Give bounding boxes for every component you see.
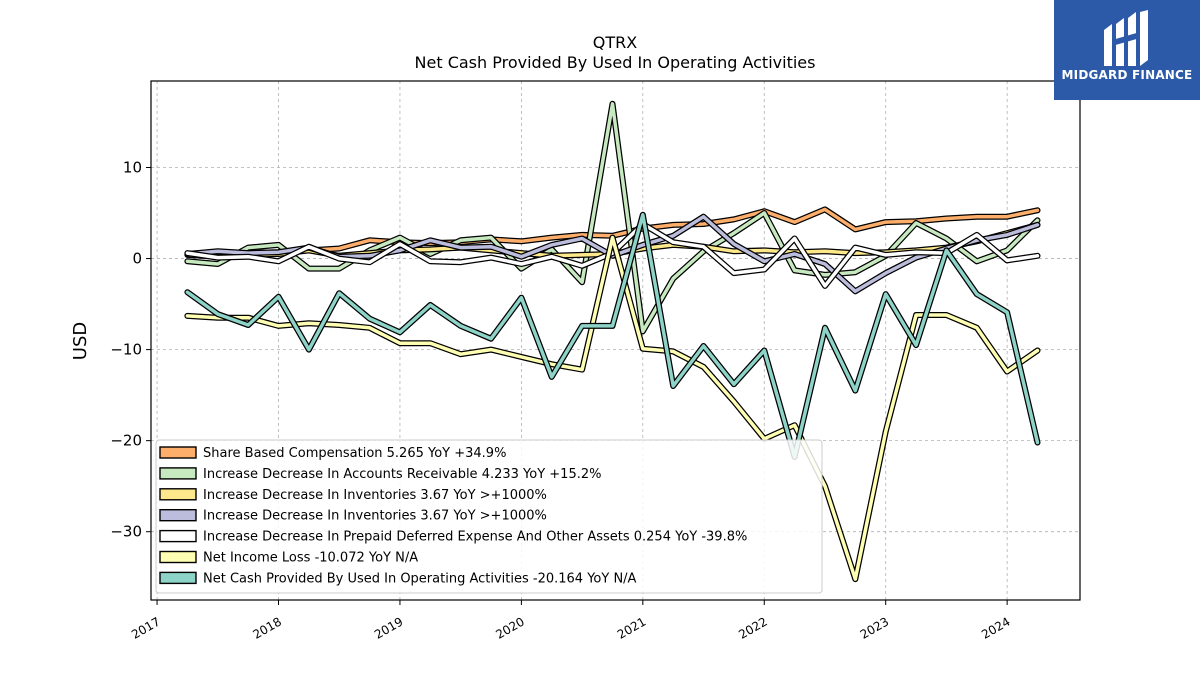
y-tick-label: −10 [110, 341, 142, 359]
y-tick-label: 0 [132, 250, 142, 268]
series-line-4 [184, 221, 1041, 289]
brand-name: MIDGARD FINANCE [1061, 68, 1193, 82]
chart-subtitle: Net Cash Provided By Used In Operating A… [415, 53, 816, 72]
series-line-6 [184, 211, 1041, 460]
series-outline [184, 100, 1041, 335]
y-tick-label: −20 [110, 432, 142, 450]
legend-swatch [159, 467, 197, 480]
x-tick-label: 2019 [372, 614, 405, 641]
legend-swatch [159, 488, 197, 501]
legend-label: Increase Decrease In Prepaid Deferred Ex… [203, 530, 747, 545]
legend: Share Based Compensation 5.265 YoY +34.9… [155, 439, 823, 594]
series-stroke [185, 222, 1040, 288]
y-axis-label: USD [70, 322, 91, 360]
series-stroke [185, 235, 1040, 581]
x-tick-label: 2017 [129, 614, 162, 641]
x-tick-label: 2018 [251, 614, 284, 641]
legend-label: Net Cash Provided By Used In Operating A… [203, 571, 637, 586]
legend-label: Increase Decrease In Inventories 3.67 Yo… [203, 509, 547, 524]
x-tick-label: 2022 [736, 614, 769, 641]
plot-frame [150, 80, 1081, 601]
legend-box [155, 439, 823, 594]
legend-swatch [159, 571, 197, 585]
legend-label: Net Income Loss -10.072 YoY N/A [203, 551, 418, 566]
legend-swatch [159, 446, 197, 459]
x-tick-label: 2023 [858, 614, 891, 641]
legend-swatch [159, 509, 197, 522]
legend-swatch [159, 529, 197, 543]
x-tick-label: 2021 [615, 614, 648, 641]
midgard-logo-icon [1104, 10, 1148, 66]
y-tick-label: 10 [123, 159, 142, 177]
legend-label: Share Based Compensation 5.265 YoY +34.9… [203, 446, 506, 461]
y-axis-ticks: 10 0 −10 −20 −30 [110, 159, 151, 541]
series-line-1 [184, 100, 1041, 335]
chart-title: QTRX [593, 33, 637, 52]
legend-swatch [159, 550, 197, 564]
legend-label: Increase Decrease In Accounts Receivable… [203, 467, 601, 482]
x-tick-label: 2024 [979, 614, 1012, 641]
series-lines [184, 100, 1041, 583]
series-stroke [185, 102, 1040, 334]
legend-label: Increase Decrease In Inventories 3.67 Yo… [203, 488, 547, 503]
x-axis-ticks: 2017 2018 2019 2020 2021 2022 2023 2024 [129, 600, 1013, 642]
x-tick-label: 2020 [493, 614, 526, 641]
brand-logo: MIDGARD FINANCE [1054, 0, 1200, 100]
series-line-5 [184, 234, 1041, 583]
y-tick-label: −30 [110, 523, 142, 541]
series-stroke [185, 213, 1040, 459]
